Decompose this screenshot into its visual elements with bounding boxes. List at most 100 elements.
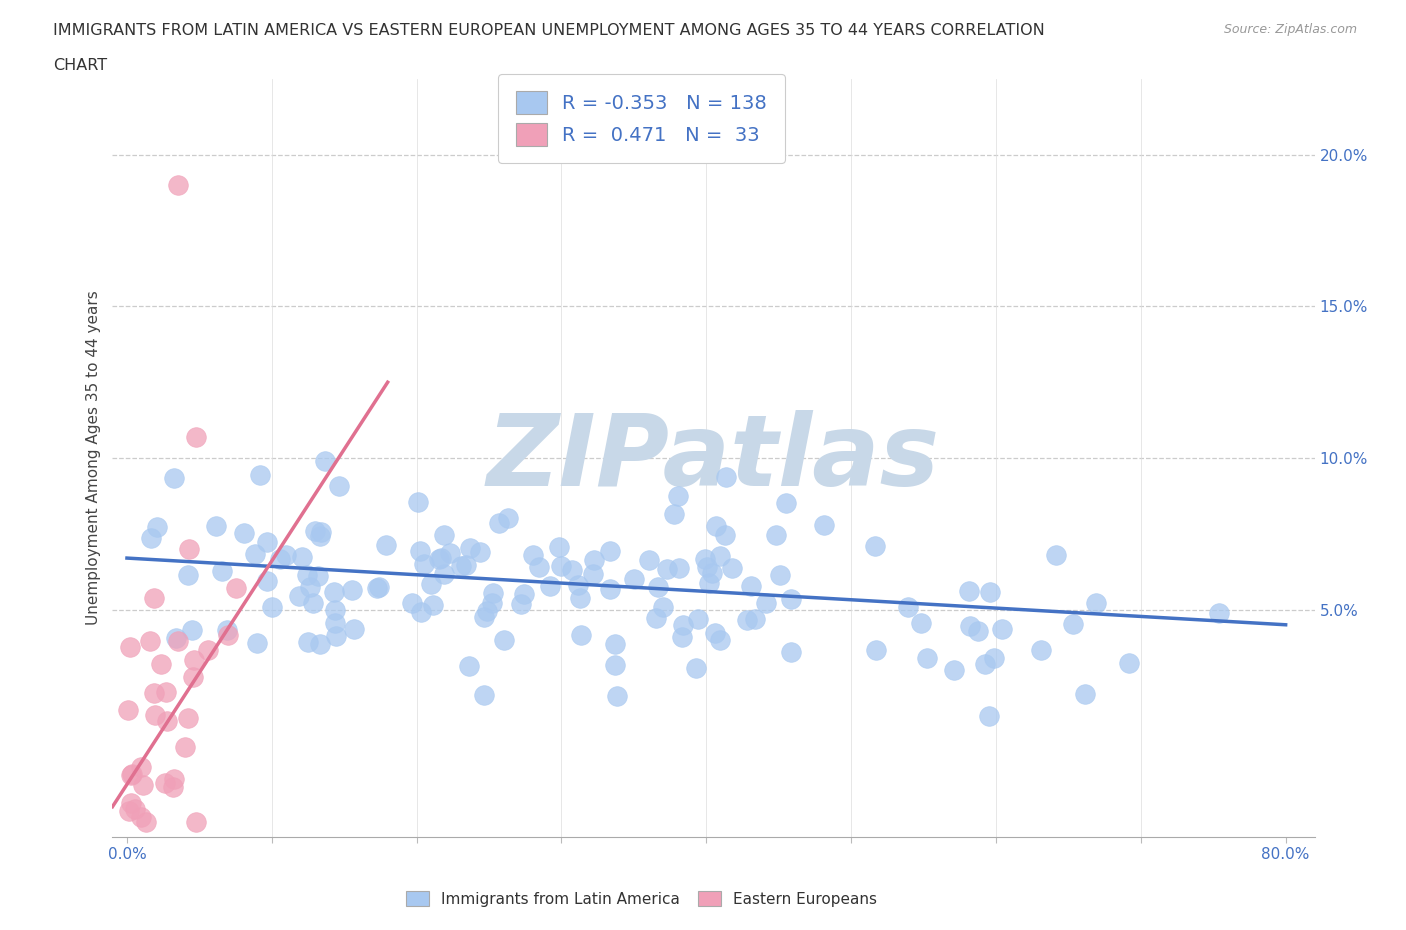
Point (744, 611, 766, 626)
Point (957, 584, 980, 599)
Point (474, 609, 496, 624)
Point (702, 565, 724, 580)
Text: Source: ZipAtlas.com: Source: ZipAtlas.com (1223, 23, 1357, 36)
Point (340, 582, 363, 597)
Point (645, 611, 668, 626)
Point (910, 616, 932, 631)
Point (974, 657, 997, 671)
Point (697, 576, 720, 591)
Point (155, 684, 177, 699)
Point (769, 568, 792, 583)
Point (623, 571, 645, 586)
Point (406, 494, 429, 509)
Point (243, 546, 266, 561)
Point (897, 600, 920, 615)
Point (307, 569, 329, 584)
Point (865, 643, 887, 658)
Point (156, 713, 179, 728)
Point (163, 471, 186, 485)
Point (672, 618, 695, 632)
Point (1074, 686, 1097, 701)
Point (295, 567, 318, 582)
Point (287, 589, 309, 604)
Point (309, 525, 332, 539)
Point (433, 566, 456, 581)
Y-axis label: Unemployment Among Ages 35 to 44 years: Unemployment Among Ages 35 to 44 years (86, 291, 101, 625)
Point (605, 658, 627, 672)
Point (991, 621, 1014, 636)
Point (174, 740, 197, 755)
Point (401, 595, 423, 610)
Point (304, 524, 326, 538)
Point (688, 612, 710, 627)
Point (180, 622, 202, 637)
Point (439, 546, 461, 561)
Point (409, 604, 432, 619)
Point (298, 579, 321, 594)
Point (755, 595, 778, 610)
Point (538, 578, 561, 593)
Point (163, 772, 186, 787)
Point (120, 796, 142, 811)
Point (149, 657, 172, 671)
Point (205, 519, 228, 534)
Point (482, 586, 505, 601)
Point (183, 653, 205, 668)
Point (652, 599, 675, 614)
Point (1208, 605, 1230, 620)
Point (704, 519, 727, 534)
Point (217, 628, 239, 643)
Point (599, 581, 621, 596)
Point (735, 613, 758, 628)
Point (917, 650, 939, 665)
Point (550, 558, 572, 573)
Point (181, 670, 204, 684)
Point (143, 591, 166, 605)
Point (662, 506, 685, 521)
Point (582, 566, 605, 581)
Point (813, 517, 835, 532)
Point (582, 552, 605, 567)
Point (1031, 643, 1053, 658)
Point (967, 623, 990, 638)
Point (454, 558, 477, 573)
Point (693, 551, 716, 566)
Point (177, 711, 200, 725)
Point (567, 578, 589, 592)
Point (569, 628, 592, 643)
Point (129, 760, 152, 775)
Point (177, 567, 200, 582)
Point (256, 534, 278, 549)
Point (959, 619, 981, 634)
Point (527, 560, 550, 575)
Point (943, 663, 966, 678)
Point (291, 550, 314, 565)
Point (513, 587, 536, 602)
Point (1085, 596, 1108, 611)
Point (468, 544, 491, 559)
Point (775, 496, 797, 511)
Point (714, 527, 737, 542)
Point (374, 538, 396, 552)
Point (422, 597, 444, 612)
Point (420, 577, 443, 591)
Point (153, 776, 176, 790)
Point (323, 616, 346, 631)
Point (117, 702, 139, 717)
Point (475, 604, 498, 618)
Point (142, 685, 165, 700)
Point (309, 637, 332, 652)
Point (780, 592, 803, 607)
Point (450, 559, 472, 574)
Point (714, 469, 737, 484)
Point (260, 600, 283, 615)
Point (143, 708, 166, 723)
Point (162, 779, 184, 794)
Point (328, 479, 350, 494)
Point (121, 767, 143, 782)
Point (657, 562, 679, 577)
Point (740, 579, 762, 594)
Point (225, 581, 247, 596)
Point (409, 544, 432, 559)
Point (458, 540, 481, 555)
